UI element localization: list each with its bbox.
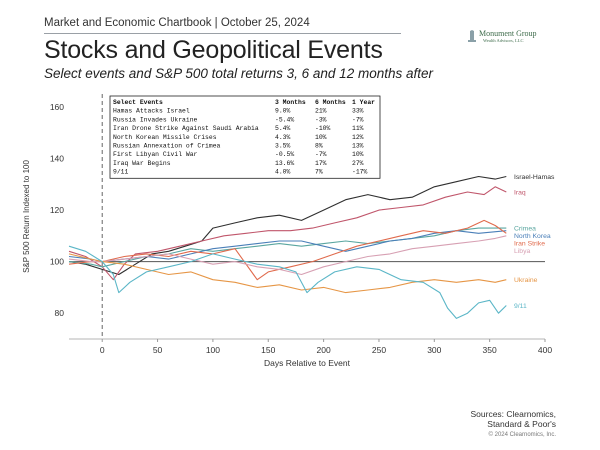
table-cell: 21%	[315, 108, 327, 115]
series-label-north-korea: North Korea	[514, 233, 551, 240]
x-tick-label: 0	[100, 345, 105, 355]
table-cell: 9/11	[113, 169, 129, 176]
sources-note: Sources: Clearnomics, Standard & Poor's	[436, 409, 556, 429]
table-cell: North Korean Missile Crises	[113, 134, 217, 141]
series-label-9-11: 9/11	[514, 303, 527, 310]
table-cell: 8%	[315, 143, 323, 150]
table-header-cell: Select Events	[113, 99, 163, 106]
table-header-cell: 3 Months	[275, 99, 306, 106]
x-tick-label: 350	[483, 345, 497, 355]
table-cell: Russia Invades Ukraine	[113, 116, 198, 123]
x-tick-label: 100	[206, 345, 220, 355]
table-cell: -10%	[315, 125, 331, 132]
table-cell: First Libyan Civil War	[113, 151, 198, 158]
table-cell: -3%	[315, 116, 327, 123]
page-title: Stocks and Geopolitical Events	[44, 36, 383, 64]
table-cell: 17%	[315, 160, 327, 167]
table-cell: Iraq War Begins	[113, 160, 171, 167]
x-tick-label: 50	[153, 345, 163, 355]
sources-line-1: Sources: Clearnomics,	[470, 409, 556, 419]
page-subtitle: Select events and S&P 500 total returns …	[44, 66, 433, 81]
series-label-crimea: Crimea	[514, 226, 536, 233]
table-cell: Hamas Attacks Israel	[113, 108, 190, 115]
events-table-box	[109, 95, 381, 179]
company-logo: Monument Group Wealth Advisors, LLC	[467, 29, 562, 49]
table-cell: 13.6%	[275, 160, 294, 167]
table-cell: 11%	[352, 125, 364, 132]
logo-name: Monument Group	[479, 29, 537, 38]
table-cell: 12%	[352, 134, 364, 141]
series-label-iran-strike: Iran Strike	[514, 241, 545, 248]
table-cell: 5.4%	[275, 125, 291, 132]
table-cell: 7%	[315, 169, 323, 176]
series-line-ukraine	[68, 253, 507, 294]
series-label-iraq: Iraq	[514, 190, 526, 197]
table-cell: 9.0%	[275, 108, 291, 115]
y-tick-label: 120	[50, 205, 64, 215]
series-line-iraq	[68, 186, 507, 281]
table-cell: Iran Drone Strike Against Saudi Arabia	[113, 125, 259, 132]
table-cell: 10%	[352, 151, 364, 158]
table-cell: 27%	[352, 160, 364, 167]
table-header-cell: 6 Months	[315, 99, 346, 106]
y-tick-label: 140	[50, 153, 64, 163]
table-cell: -5.4%	[275, 116, 294, 123]
logo-subtitle: Wealth Advisors, LLC	[483, 38, 524, 43]
table-cell: -7%	[352, 116, 364, 123]
series-label-israel-hamas: Israel-Hamas	[514, 174, 555, 181]
table-cell: 4.0%	[275, 169, 291, 176]
y-tick-label: 100	[50, 257, 64, 267]
table-cell: 33%	[352, 108, 364, 115]
table-cell: Russian Annexation of Crimea	[113, 143, 221, 150]
x-tick-label: 400	[538, 345, 552, 355]
x-tick-label: 250	[372, 345, 386, 355]
table-cell: -7%	[315, 151, 327, 158]
monument-icon	[468, 30, 476, 42]
copyright: © 2024 Clearnomics, Inc.	[488, 432, 556, 438]
series-line-9-11	[68, 245, 507, 319]
series-line-israel-hamas	[68, 175, 507, 276]
series-label-libya: Libya	[514, 248, 530, 255]
table-cell: 3.5%	[275, 143, 291, 150]
x-tick-label: 300	[427, 345, 441, 355]
x-tick-label: 150	[261, 345, 275, 355]
y-axis-title: S&P 500 Return Indexed to 100	[22, 160, 31, 273]
chartbook-header: Market and Economic Chartbook | October …	[44, 17, 310, 29]
table-header-cell: 1 Year	[352, 99, 375, 106]
series-line-north-korea	[68, 230, 507, 263]
header-divider	[44, 33, 401, 34]
table-cell: -17%	[352, 169, 368, 176]
y-tick-label: 80	[55, 308, 65, 318]
x-axis-title: Days Relative to Event	[264, 358, 351, 368]
x-tick-label: 200	[317, 345, 331, 355]
series-line-crimea	[68, 227, 507, 268]
sources-line-2: Standard & Poor's	[487, 419, 556, 429]
table-cell: 10%	[315, 134, 327, 141]
y-tick-label: 160	[50, 102, 64, 112]
table-cell: 4.3%	[275, 134, 291, 141]
table-cell: -0.5%	[275, 151, 294, 158]
table-cell: 13%	[352, 143, 364, 150]
series-line-libya	[68, 235, 507, 276]
series-label-ukraine: Ukraine	[514, 277, 538, 284]
